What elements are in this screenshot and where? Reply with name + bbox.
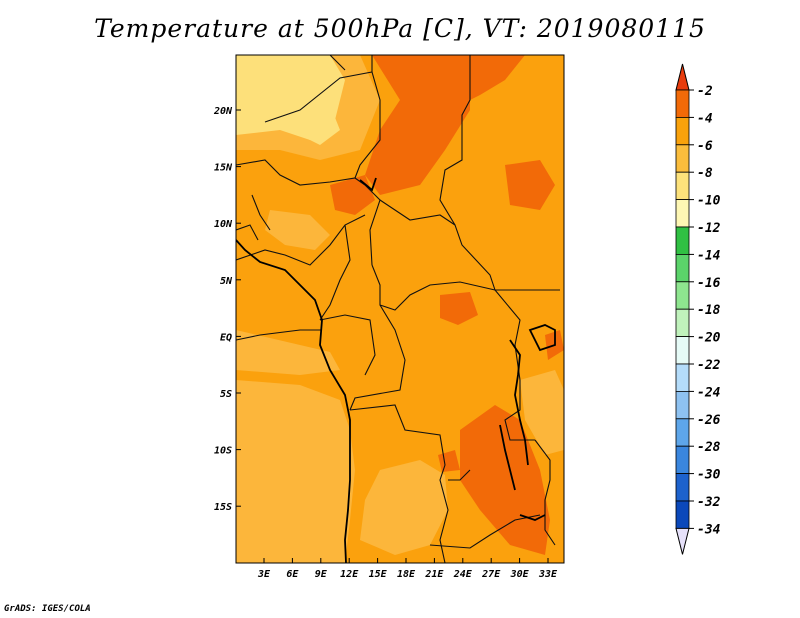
- colorbar-label: -14: [697, 248, 721, 263]
- lon-label: 3E: [257, 569, 271, 580]
- colorbar-segment: [675, 445, 690, 475]
- lat-label: 15N: [214, 163, 233, 174]
- map-title: Temperature at 500hPa [C], VT: 201908011…: [94, 14, 706, 43]
- colorbar-label: -24: [697, 385, 721, 400]
- colorbar-segment: [675, 226, 690, 255]
- colorbar: -2 -4 -6 -8 -10 -12 -14 -16 -18 -20 -22 -24 -26 -28 -3…: [675, 63, 721, 555]
- lon-label: 6E: [286, 569, 299, 580]
- colorbar-segment: [675, 89, 690, 118]
- field-light-nigeria: [265, 210, 330, 250]
- colorbar-label: -30: [697, 468, 721, 483]
- colorbar-label: -32: [697, 495, 721, 510]
- colorbar-segment: [675, 171, 690, 200]
- field-warm-sudan: [505, 160, 555, 210]
- lat-label: 5N: [220, 276, 233, 287]
- lon-label: 24E: [453, 569, 473, 580]
- lat-label: 15S: [214, 502, 232, 513]
- colorbar-segment: [675, 500, 690, 529]
- colorbar-segment: [675, 308, 690, 338]
- colorbar-segment: [675, 473, 690, 502]
- lon-label: 27E: [481, 569, 501, 580]
- colorbar-label: -26: [697, 413, 721, 428]
- colorbar-label: -12: [697, 221, 721, 236]
- colorbar-segment: [675, 144, 690, 173]
- colorbar-bottom-arrow: [675, 527, 690, 555]
- lon-label: 33E: [538, 569, 558, 580]
- field-light-east: [520, 370, 564, 455]
- temperature-field: [236, 55, 564, 563]
- map-frame: [235, 54, 565, 564]
- field-light-southwest: [236, 380, 355, 563]
- colorbar-label: -28: [697, 440, 721, 455]
- lon-label: 21E: [424, 569, 444, 580]
- grads-credit: GrADS: IGES/COLA: [4, 604, 91, 614]
- colorbar-segment: [675, 336, 690, 365]
- lat-label: 10S: [214, 446, 232, 457]
- colorbar-label: -18: [697, 303, 721, 318]
- colorbar-label: -34: [697, 522, 721, 537]
- lon-label: 9E: [315, 569, 328, 580]
- colorbar-label: -8: [697, 166, 713, 181]
- field-warm-northeast: [365, 55, 470, 195]
- field-light-coast: [236, 330, 340, 375]
- lat-label: 20N: [213, 106, 233, 117]
- latitude-axis: 20N 15N 10N 5N EQ 5S 10S 15S: [213, 106, 241, 513]
- coastlines: [236, 177, 556, 563]
- lon-label: 18E: [397, 569, 416, 580]
- colorbar-segment: [675, 363, 690, 392]
- colorbar-label: -20: [697, 331, 721, 346]
- colorbar-segment: [675, 117, 690, 146]
- colorbar-label: -4: [697, 111, 713, 126]
- lon-label: 15E: [369, 569, 388, 580]
- colorbar-label: -2: [697, 84, 713, 99]
- longitude-axis: 3E 6E 9E 12E 15E 18E 21E 24E 27E 30E 33E: [257, 558, 558, 580]
- field-warm-ne2: [470, 55, 525, 100]
- colorbar-segment: [675, 281, 690, 310]
- colorbar-label: -22: [697, 358, 721, 373]
- lat-label: EQ: [220, 332, 232, 343]
- colorbar-segment: [675, 253, 690, 283]
- field-warm-chad: [330, 175, 375, 215]
- colorbar-label: -6: [697, 139, 713, 154]
- colorbar-segment: [675, 199, 690, 228]
- lon-label: 30E: [510, 569, 530, 580]
- field-vlight-spot: [300, 105, 340, 145]
- colorbar-segment: [675, 390, 690, 420]
- field-warm-congo: [440, 292, 478, 325]
- lat-label: 5S: [220, 389, 232, 400]
- colorbar-label: -16: [697, 276, 721, 291]
- field-light-angola: [360, 460, 448, 555]
- lon-label: 12E: [340, 569, 359, 580]
- country-borders: [236, 55, 560, 563]
- colorbar-segment: [675, 418, 690, 447]
- lat-label: 10N: [214, 219, 233, 230]
- colorbar-label: -10: [697, 194, 721, 209]
- colorbar-top-arrow: [675, 63, 690, 91]
